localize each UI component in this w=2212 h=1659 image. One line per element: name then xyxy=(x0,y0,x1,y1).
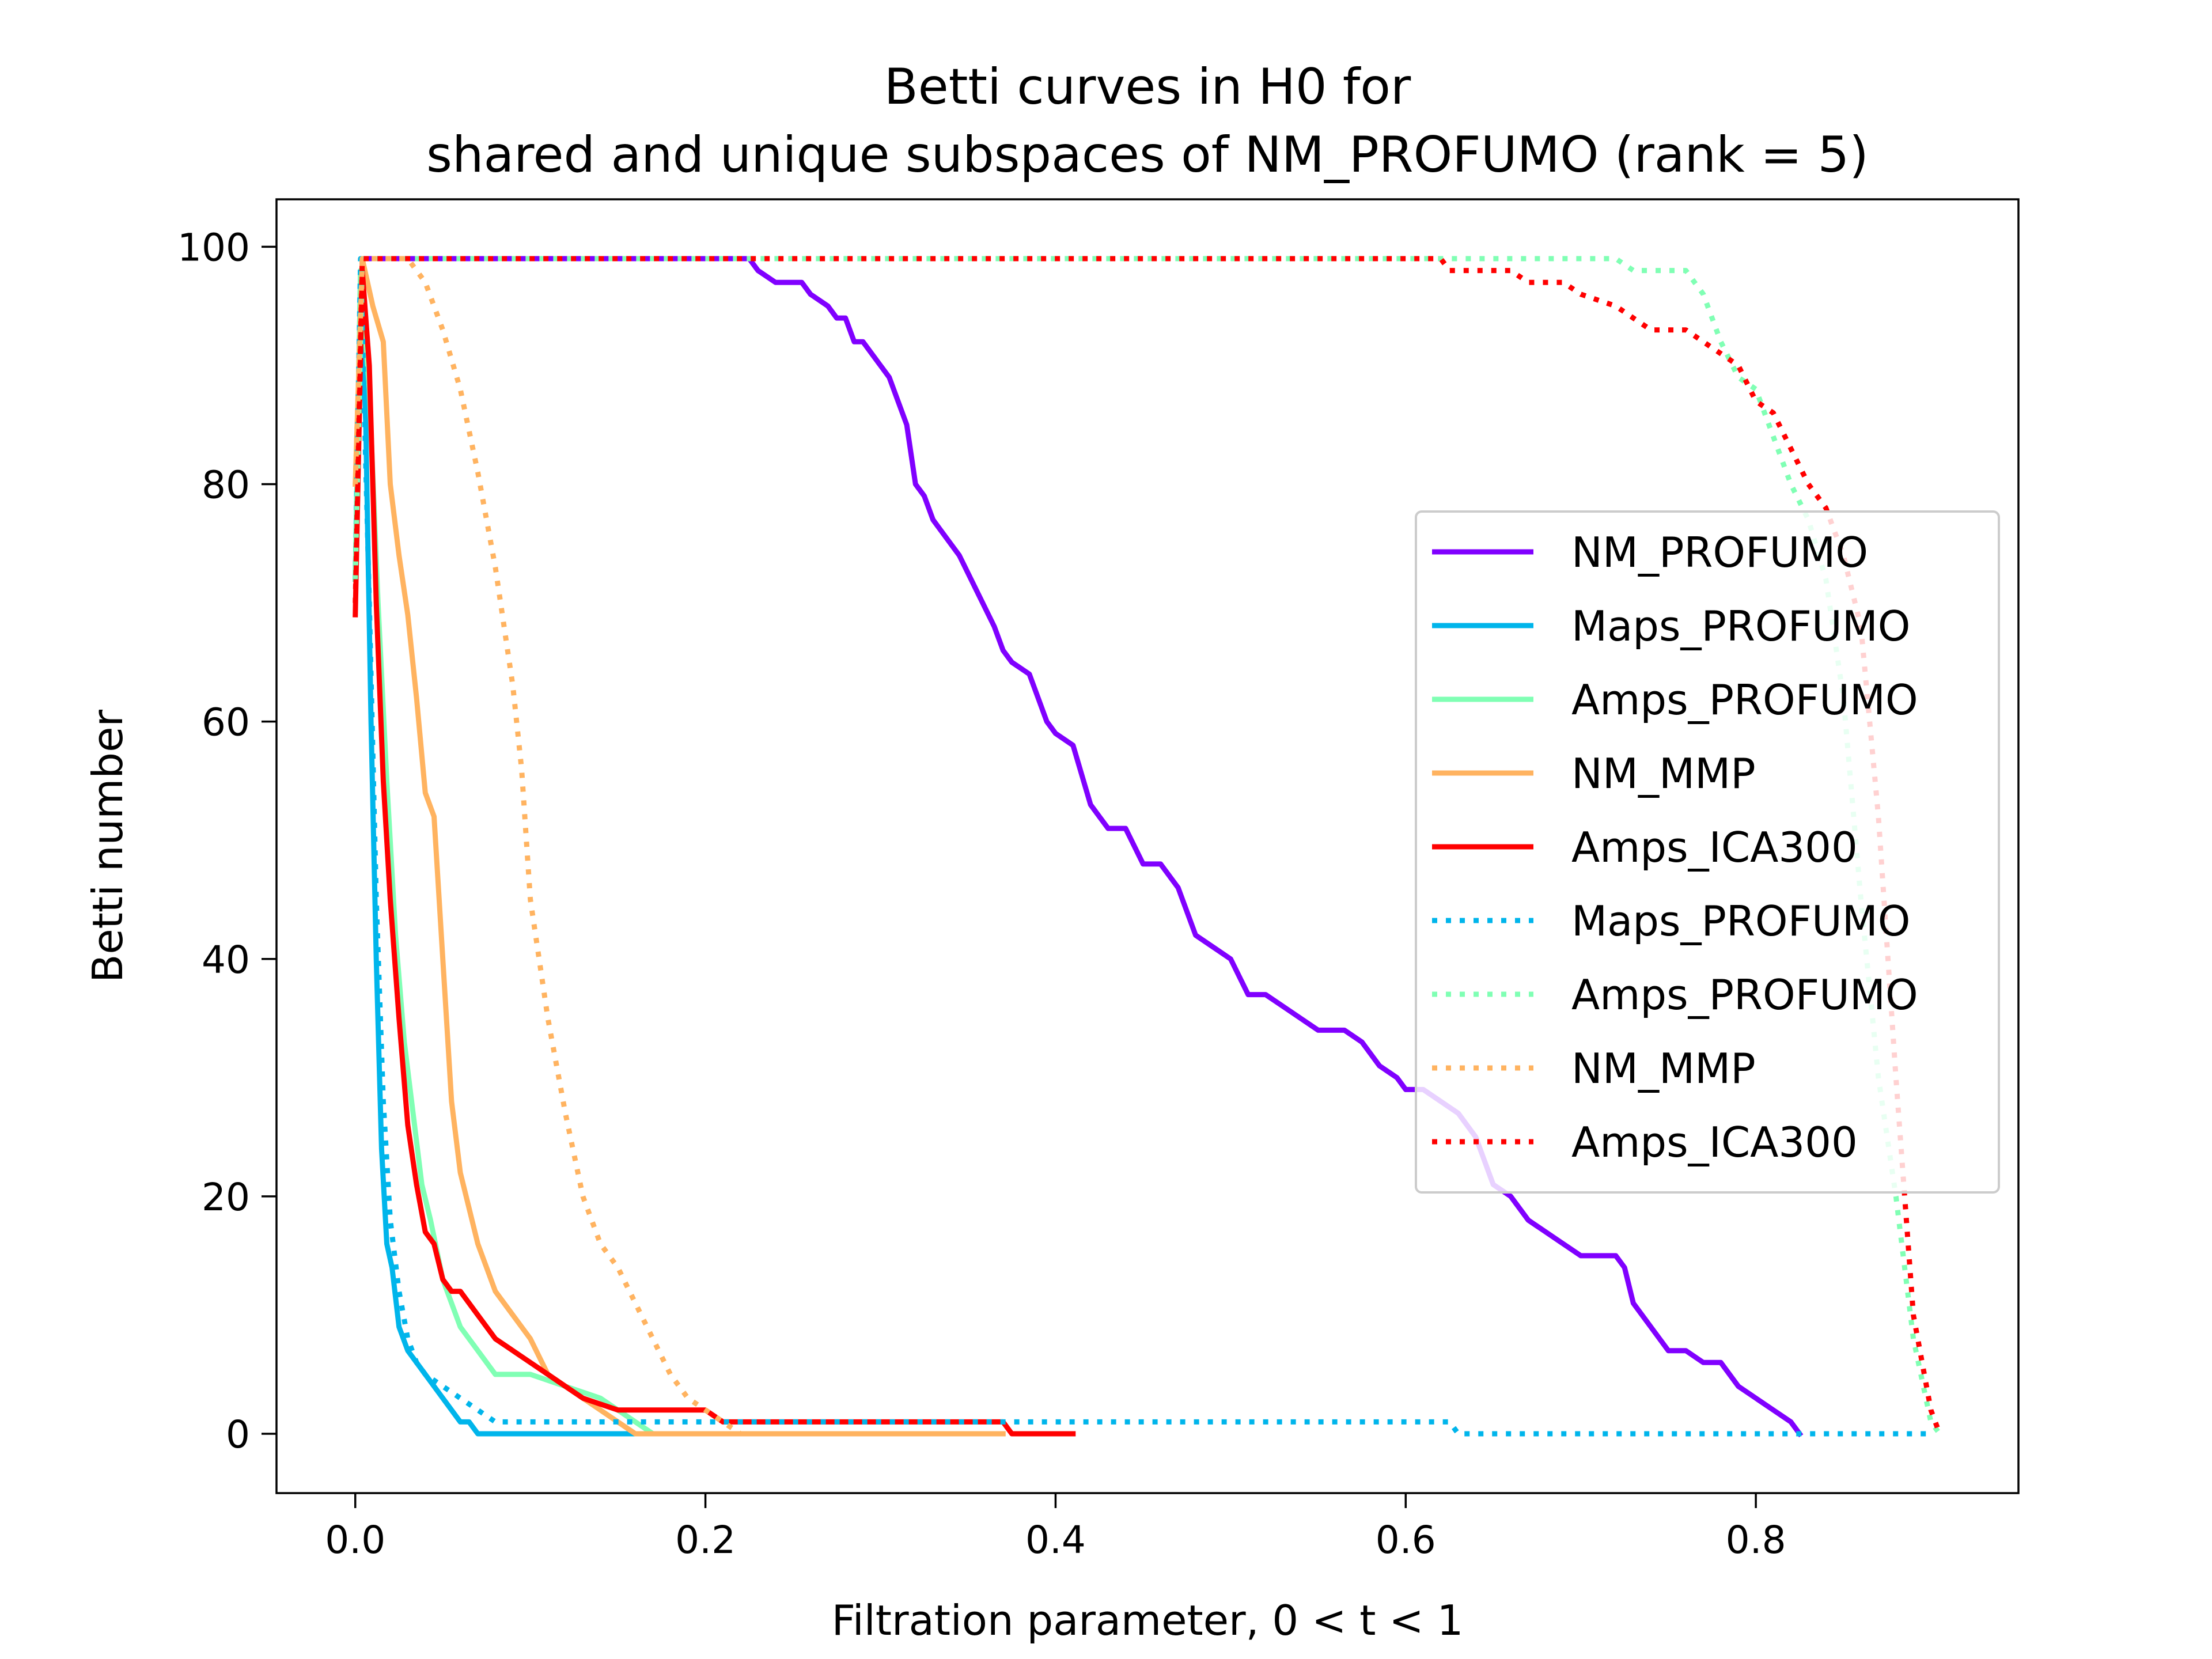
series-line-maps-profumo-solid xyxy=(353,268,638,1437)
x-axis-label: Filtration parameter, 0 < t < 1 xyxy=(832,1596,1464,1645)
chart-title-line-2: shared and unique subspaces of NM_PROFUM… xyxy=(426,126,1869,184)
plot-frame xyxy=(275,198,2020,1494)
legend-label-nm-mmp-dotted: NM_MMP xyxy=(1571,1044,1756,1093)
legend-label-amps-profumo-dotted: Amps_PROFUMO xyxy=(1571,971,1918,1019)
x-tick-label: 0.2 xyxy=(675,1518,736,1562)
y-axis-label: Betti number xyxy=(84,710,132,983)
series-line-nm-profumo-solid xyxy=(353,256,1804,1438)
chart-title-line-1: Betti curves in H0 for xyxy=(884,58,1411,116)
x-tick-label: 0.4 xyxy=(1025,1518,1086,1562)
ticks-layer: 0.0 0.2 0.4 0.6 0.8 0 20 40 60 80 100 xyxy=(177,225,1786,1562)
legend-label-nm-profumo-solid: NM_PROFUMO xyxy=(1571,528,1868,577)
series-line-maps-profumo-dotted xyxy=(353,256,1931,1437)
legend-label-amps-profumo-solid: Amps_PROFUMO xyxy=(1571,676,1918,724)
legend-label-maps-profumo-solid: Maps_PROFUMO xyxy=(1571,602,1910,650)
y-tick-label: 100 xyxy=(177,225,250,270)
y-tick-label: 0 xyxy=(226,1412,250,1457)
legend-label-nm-mmp-solid: NM_MMP xyxy=(1571,749,1756,798)
series-line-amps-ica300-solid xyxy=(353,268,1076,1437)
legend-label-amps-ica300-dotted: Amps_ICA300 xyxy=(1571,1118,1858,1166)
y-tick-label: 40 xyxy=(202,938,250,982)
x-tick-label: 0.6 xyxy=(1376,1518,1436,1562)
y-tick-label: 20 xyxy=(202,1175,250,1219)
y-tick-label: 80 xyxy=(202,463,250,507)
y-tick-label: 60 xyxy=(202,700,250,745)
legend-box xyxy=(1415,510,2000,1194)
legend-entries: NM_PROFUMO Maps_PROFUMO Amps_PROFUMO NM_MMP… xyxy=(1432,528,1918,1166)
series-line-nm-mmp-dotted xyxy=(353,256,742,1436)
legend: NM_PROFUMO Maps_PROFUMO Amps_PROFUMO NM_MMP… xyxy=(1415,510,2000,1194)
legend-label-maps-profumo-dotted: Maps_PROFUMO xyxy=(1571,897,1910,945)
x-tick-label: 0.0 xyxy=(325,1518,385,1562)
x-tick-label: 0.8 xyxy=(1726,1518,1786,1562)
legend-label-amps-ica300-solid: Amps_ICA300 xyxy=(1571,823,1858,872)
